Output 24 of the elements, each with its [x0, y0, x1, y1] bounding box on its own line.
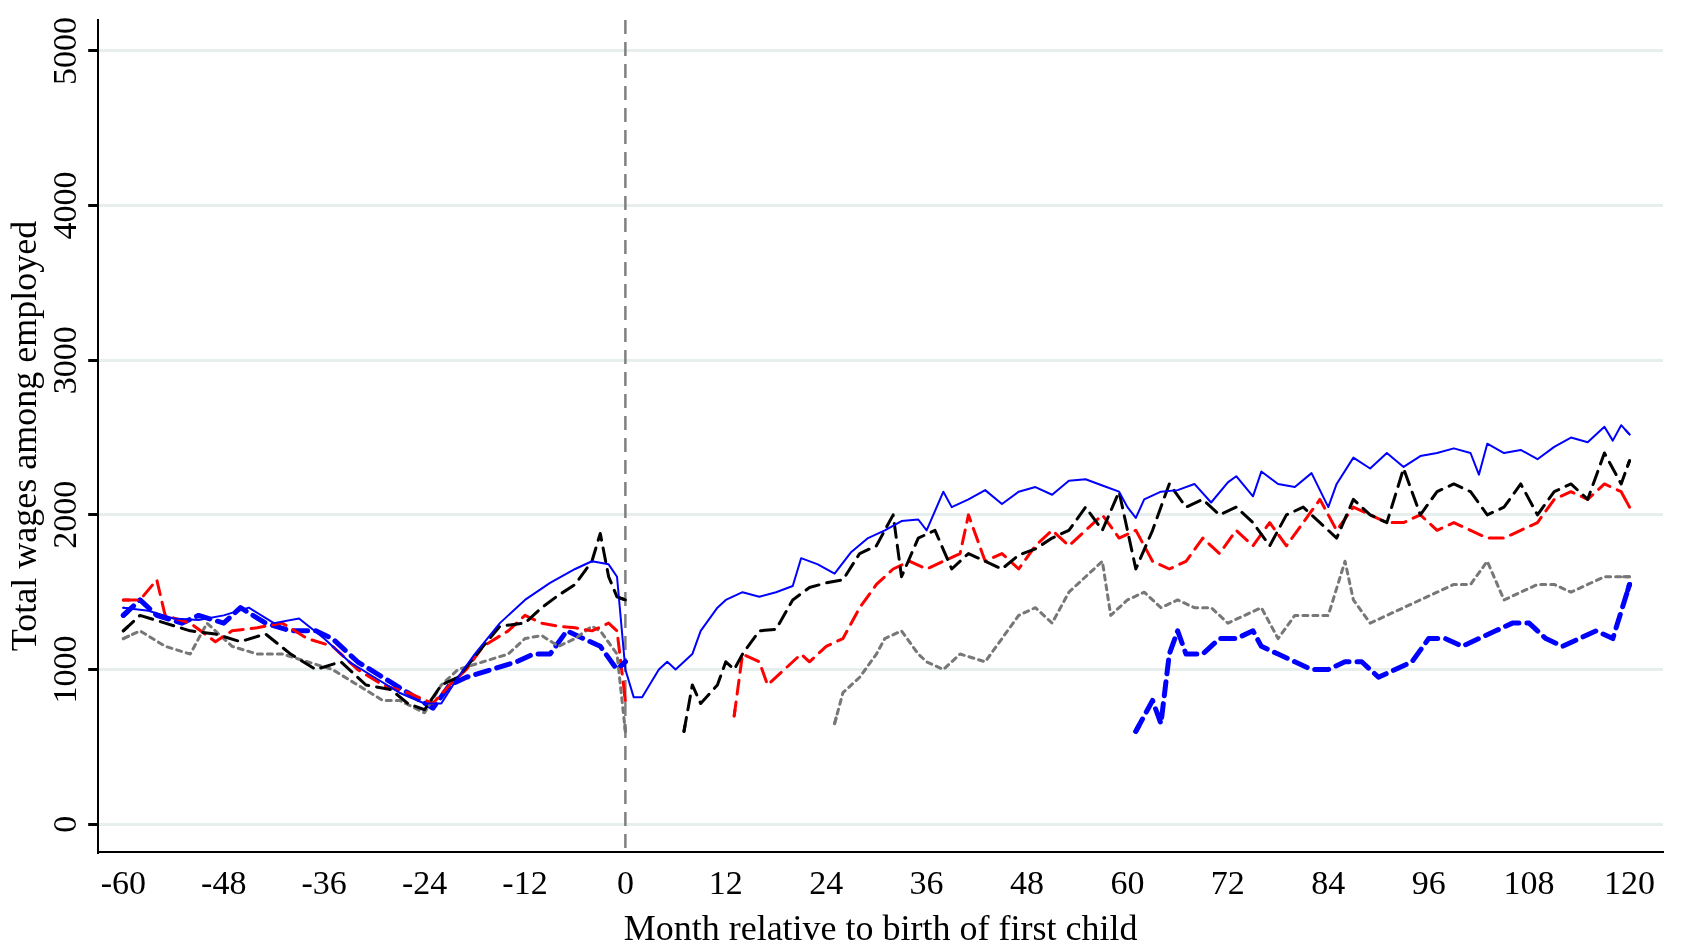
x-tick-label: -48: [201, 864, 247, 902]
x-tick-label: 120: [1604, 864, 1656, 902]
x-axis-title: Month relative to birth of first child: [623, 907, 1138, 948]
x-tick-label: 0: [616, 864, 634, 902]
y-tick-label: 4000: [46, 171, 84, 240]
x-tick-label: -36: [301, 864, 347, 902]
x-tick-label: 84: [1311, 864, 1346, 902]
y-tick-label: 2000: [46, 480, 84, 549]
y-tick-label: 3000: [46, 326, 84, 395]
x-tick-label: 108: [1503, 864, 1555, 902]
x-tick-label: 12: [708, 864, 743, 902]
y-axis-title: Total wages among employed: [4, 220, 45, 652]
y-tick-label: 0: [46, 815, 84, 833]
x-tick-label: 48: [1010, 864, 1045, 902]
x-tick-label: -24: [401, 864, 448, 902]
x-tick-label: -60: [100, 864, 146, 902]
y-tick-label: 1000: [46, 635, 84, 704]
x-tick-label: 36: [909, 864, 944, 902]
x-tick-label: -12: [502, 864, 548, 902]
x-tick-label: 24: [809, 864, 844, 902]
y-tick-label: 5000: [46, 16, 84, 85]
x-tick-label: 72: [1210, 864, 1245, 902]
x-tick-label: 96: [1411, 864, 1446, 902]
x-tick-label: 60: [1110, 864, 1145, 902]
